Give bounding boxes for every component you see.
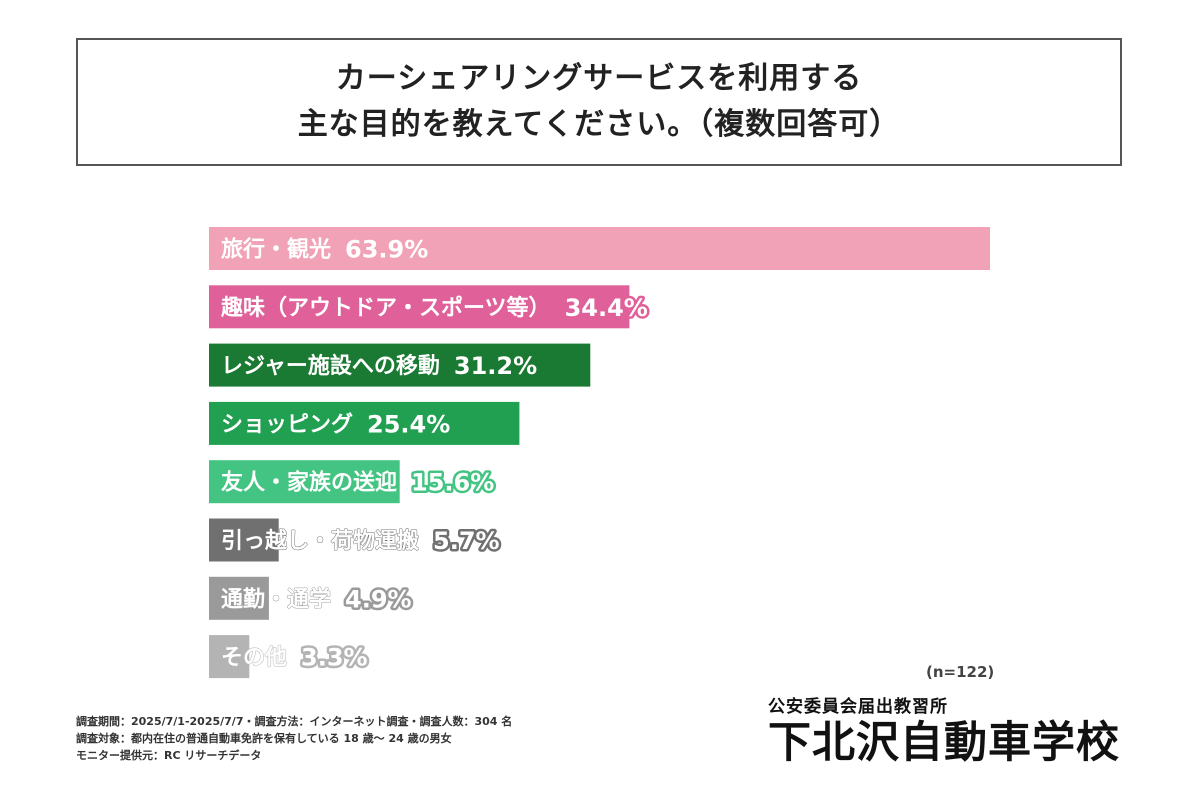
bar-category-label-6: 通勤・通学 (221, 586, 331, 612)
bar-4 (209, 460, 400, 504)
chart-title-line-1: カーシェアリングサービスを利用する (335, 61, 863, 96)
bar-value-label-5: 5.7% (433, 527, 500, 555)
brand-subtitle: 公安委員会届出教習所 (768, 697, 948, 717)
bar-category-label-2: レジャー施設への移動 (221, 353, 440, 379)
bar-value-label-2: 31.2% (454, 352, 537, 380)
bar-value-label-6: 4.9% (345, 585, 412, 613)
chart-title-box: カーシェアリングサービスを利用する 主な目的を教えてください。（複数回答可） (76, 38, 1122, 166)
bar-value-label-7: 3.3% (301, 644, 368, 672)
bar-0 (209, 227, 990, 270)
bar-6 (209, 576, 269, 620)
brand-name: 下北沢自動車学校 (768, 718, 1120, 768)
bar-value-label-1: 34.4% (565, 294, 648, 322)
bar-2 (209, 343, 591, 387)
bar-5 (209, 518, 279, 562)
bar-category-label-0: 旅行・観光 (221, 237, 331, 263)
sample-size-note: (n=122) (926, 663, 995, 681)
footnote-period: 調査期間：2025/7/1-2025/7/7・調査方法：インターネット調査・調査… (76, 715, 513, 728)
bar-1 (209, 285, 630, 329)
bar-value-label-0: 63.9% (345, 236, 428, 264)
bar-category-label-5: 引っ越し・荷物運搬 (221, 528, 419, 554)
chart-title-line-2: 主な目的を教えてください。（複数回答可） (297, 107, 901, 142)
bar-value-label-4: 15.6% (411, 469, 494, 497)
footnote-subjects: 調査対象：都内在住の普通自動車免許を保有している 18 歳〜 24 歳の男女 (76, 732, 452, 745)
bar-category-label-4: 友人・家族の送迎 (221, 470, 397, 496)
bar-value-label-3: 25.4% (367, 410, 450, 438)
footnotes: 調査期間：2025/7/1-2025/7/7・調査方法：インターネット調査・調査… (76, 713, 512, 764)
school-brand: 公安委員会届出教習所 下北沢自動車学校 (768, 697, 1128, 769)
bar-category-label-1: 趣味（アウトドア・スポーツ等） (220, 295, 551, 321)
bar-category-label-7: その他 (221, 646, 287, 671)
bar-category-label-3: ショッピング (221, 411, 353, 437)
footnote-source: モニター提供元：RC リサーチデータ (76, 749, 262, 762)
bar-3 (209, 401, 520, 445)
bar-7 (209, 635, 250, 679)
